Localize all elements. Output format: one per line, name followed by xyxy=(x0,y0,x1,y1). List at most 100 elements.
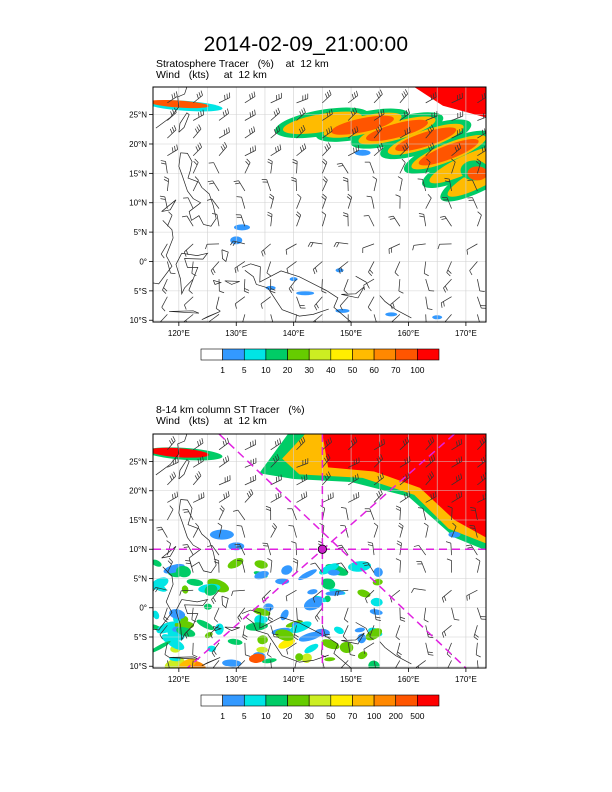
wind-barb xyxy=(267,158,273,162)
wind-barb xyxy=(292,159,298,162)
wind-barb xyxy=(444,216,452,227)
lat-label: 15°N xyxy=(129,169,147,178)
wind-barb xyxy=(302,436,306,442)
wind-barb xyxy=(213,618,219,623)
wind-barb xyxy=(270,290,276,294)
wind-barb xyxy=(212,268,216,274)
tracer-shading xyxy=(372,578,383,586)
lat-label: 0° xyxy=(139,257,147,266)
wind-barb xyxy=(184,625,194,635)
colorbar-swatch xyxy=(330,694,353,707)
wind-barb xyxy=(458,474,460,480)
tracer-shading xyxy=(176,658,197,668)
wind-barb xyxy=(382,108,385,115)
wind-barb xyxy=(475,642,478,655)
wind-barb xyxy=(210,633,213,639)
lon-label: 130°E xyxy=(225,329,247,338)
wind-barb xyxy=(209,314,220,322)
wind-barb xyxy=(270,112,280,121)
wind-barb xyxy=(443,631,447,637)
wind-barb xyxy=(373,607,377,620)
wind-barb xyxy=(399,495,411,503)
wind-barb xyxy=(395,660,401,668)
wind-barb xyxy=(270,526,277,538)
wind-barb xyxy=(199,142,202,148)
wind-barb xyxy=(270,214,273,227)
wind-barb xyxy=(218,479,231,486)
wind-barb xyxy=(171,147,174,153)
wind-barb xyxy=(413,588,426,591)
wind-barb xyxy=(353,92,357,98)
wind-barb xyxy=(251,127,253,133)
wind-barb xyxy=(327,471,331,477)
wind-barb xyxy=(344,618,349,623)
wind-barb xyxy=(183,321,185,322)
wind-barb xyxy=(296,112,306,121)
wind-barb xyxy=(353,147,355,153)
panel1-line2-label: Wind xyxy=(156,69,180,81)
wind-barb xyxy=(425,96,437,104)
colorbar-label: 500 xyxy=(410,711,424,721)
lat-label: 5°S xyxy=(134,633,147,642)
wind-barb xyxy=(440,302,443,308)
wind-barb xyxy=(419,215,425,218)
wind-barb xyxy=(185,320,187,322)
colorbar-swatch xyxy=(352,348,375,361)
wind-barb xyxy=(211,589,220,600)
tracer-shading xyxy=(298,631,322,642)
wind-barb xyxy=(242,636,248,641)
wind-barb xyxy=(290,286,294,291)
wind-barb xyxy=(347,130,359,139)
wind-barb xyxy=(446,197,452,209)
wind-barb xyxy=(344,525,349,538)
tracer-shading xyxy=(275,578,290,585)
wind-barb xyxy=(212,597,216,602)
wind-barb xyxy=(188,278,194,291)
wind-barb xyxy=(186,215,194,227)
wind-barb xyxy=(378,91,381,97)
wind-barb xyxy=(487,127,488,132)
wind-barb xyxy=(395,508,401,511)
wind-barb xyxy=(270,625,275,637)
tracer-shading xyxy=(203,603,213,610)
lon-label: 130°E xyxy=(225,675,247,684)
panel2-subtitle: 8-14 km column ST Tracer (%) Wind (kts) … xyxy=(156,405,305,427)
wind-barb xyxy=(380,110,383,116)
wind-barb xyxy=(241,525,246,538)
wind-barb xyxy=(428,636,434,639)
wind-barb xyxy=(173,471,177,477)
wind-barb xyxy=(336,242,340,248)
wind-barb xyxy=(340,562,349,573)
wind-barb xyxy=(334,591,337,597)
wind-barb xyxy=(314,617,319,622)
wind-barb xyxy=(367,306,372,312)
colorbar-label: 100 xyxy=(410,365,424,375)
wind-barb xyxy=(355,146,357,152)
wind-barb xyxy=(266,179,272,192)
wind-barb xyxy=(354,127,357,133)
wind-barb xyxy=(343,278,349,291)
colorbar-label: 50 xyxy=(326,711,336,721)
wind-barb xyxy=(469,524,475,527)
wind-barb xyxy=(352,109,356,115)
wind-barb xyxy=(378,441,381,447)
wind-barb xyxy=(407,472,410,478)
wind-barb xyxy=(395,194,401,197)
lon-label: 120°E xyxy=(168,675,190,684)
wind-barb xyxy=(295,314,297,322)
wind-barb xyxy=(240,214,246,227)
wind-barb xyxy=(161,307,166,312)
wind-barb xyxy=(321,161,327,165)
tracer-shading xyxy=(327,569,340,576)
wind-barb xyxy=(428,458,432,464)
wind-barb xyxy=(418,545,427,556)
panel1-line2-unit: (kts) xyxy=(188,69,210,81)
wind-barb xyxy=(231,590,234,596)
wind-barb xyxy=(211,599,215,605)
tracer-shading xyxy=(156,621,180,634)
wind-barb xyxy=(430,494,432,500)
wind-barb xyxy=(399,93,408,104)
wind-barb xyxy=(172,436,176,441)
wind-barb xyxy=(227,491,230,497)
wind-barb xyxy=(483,92,486,98)
